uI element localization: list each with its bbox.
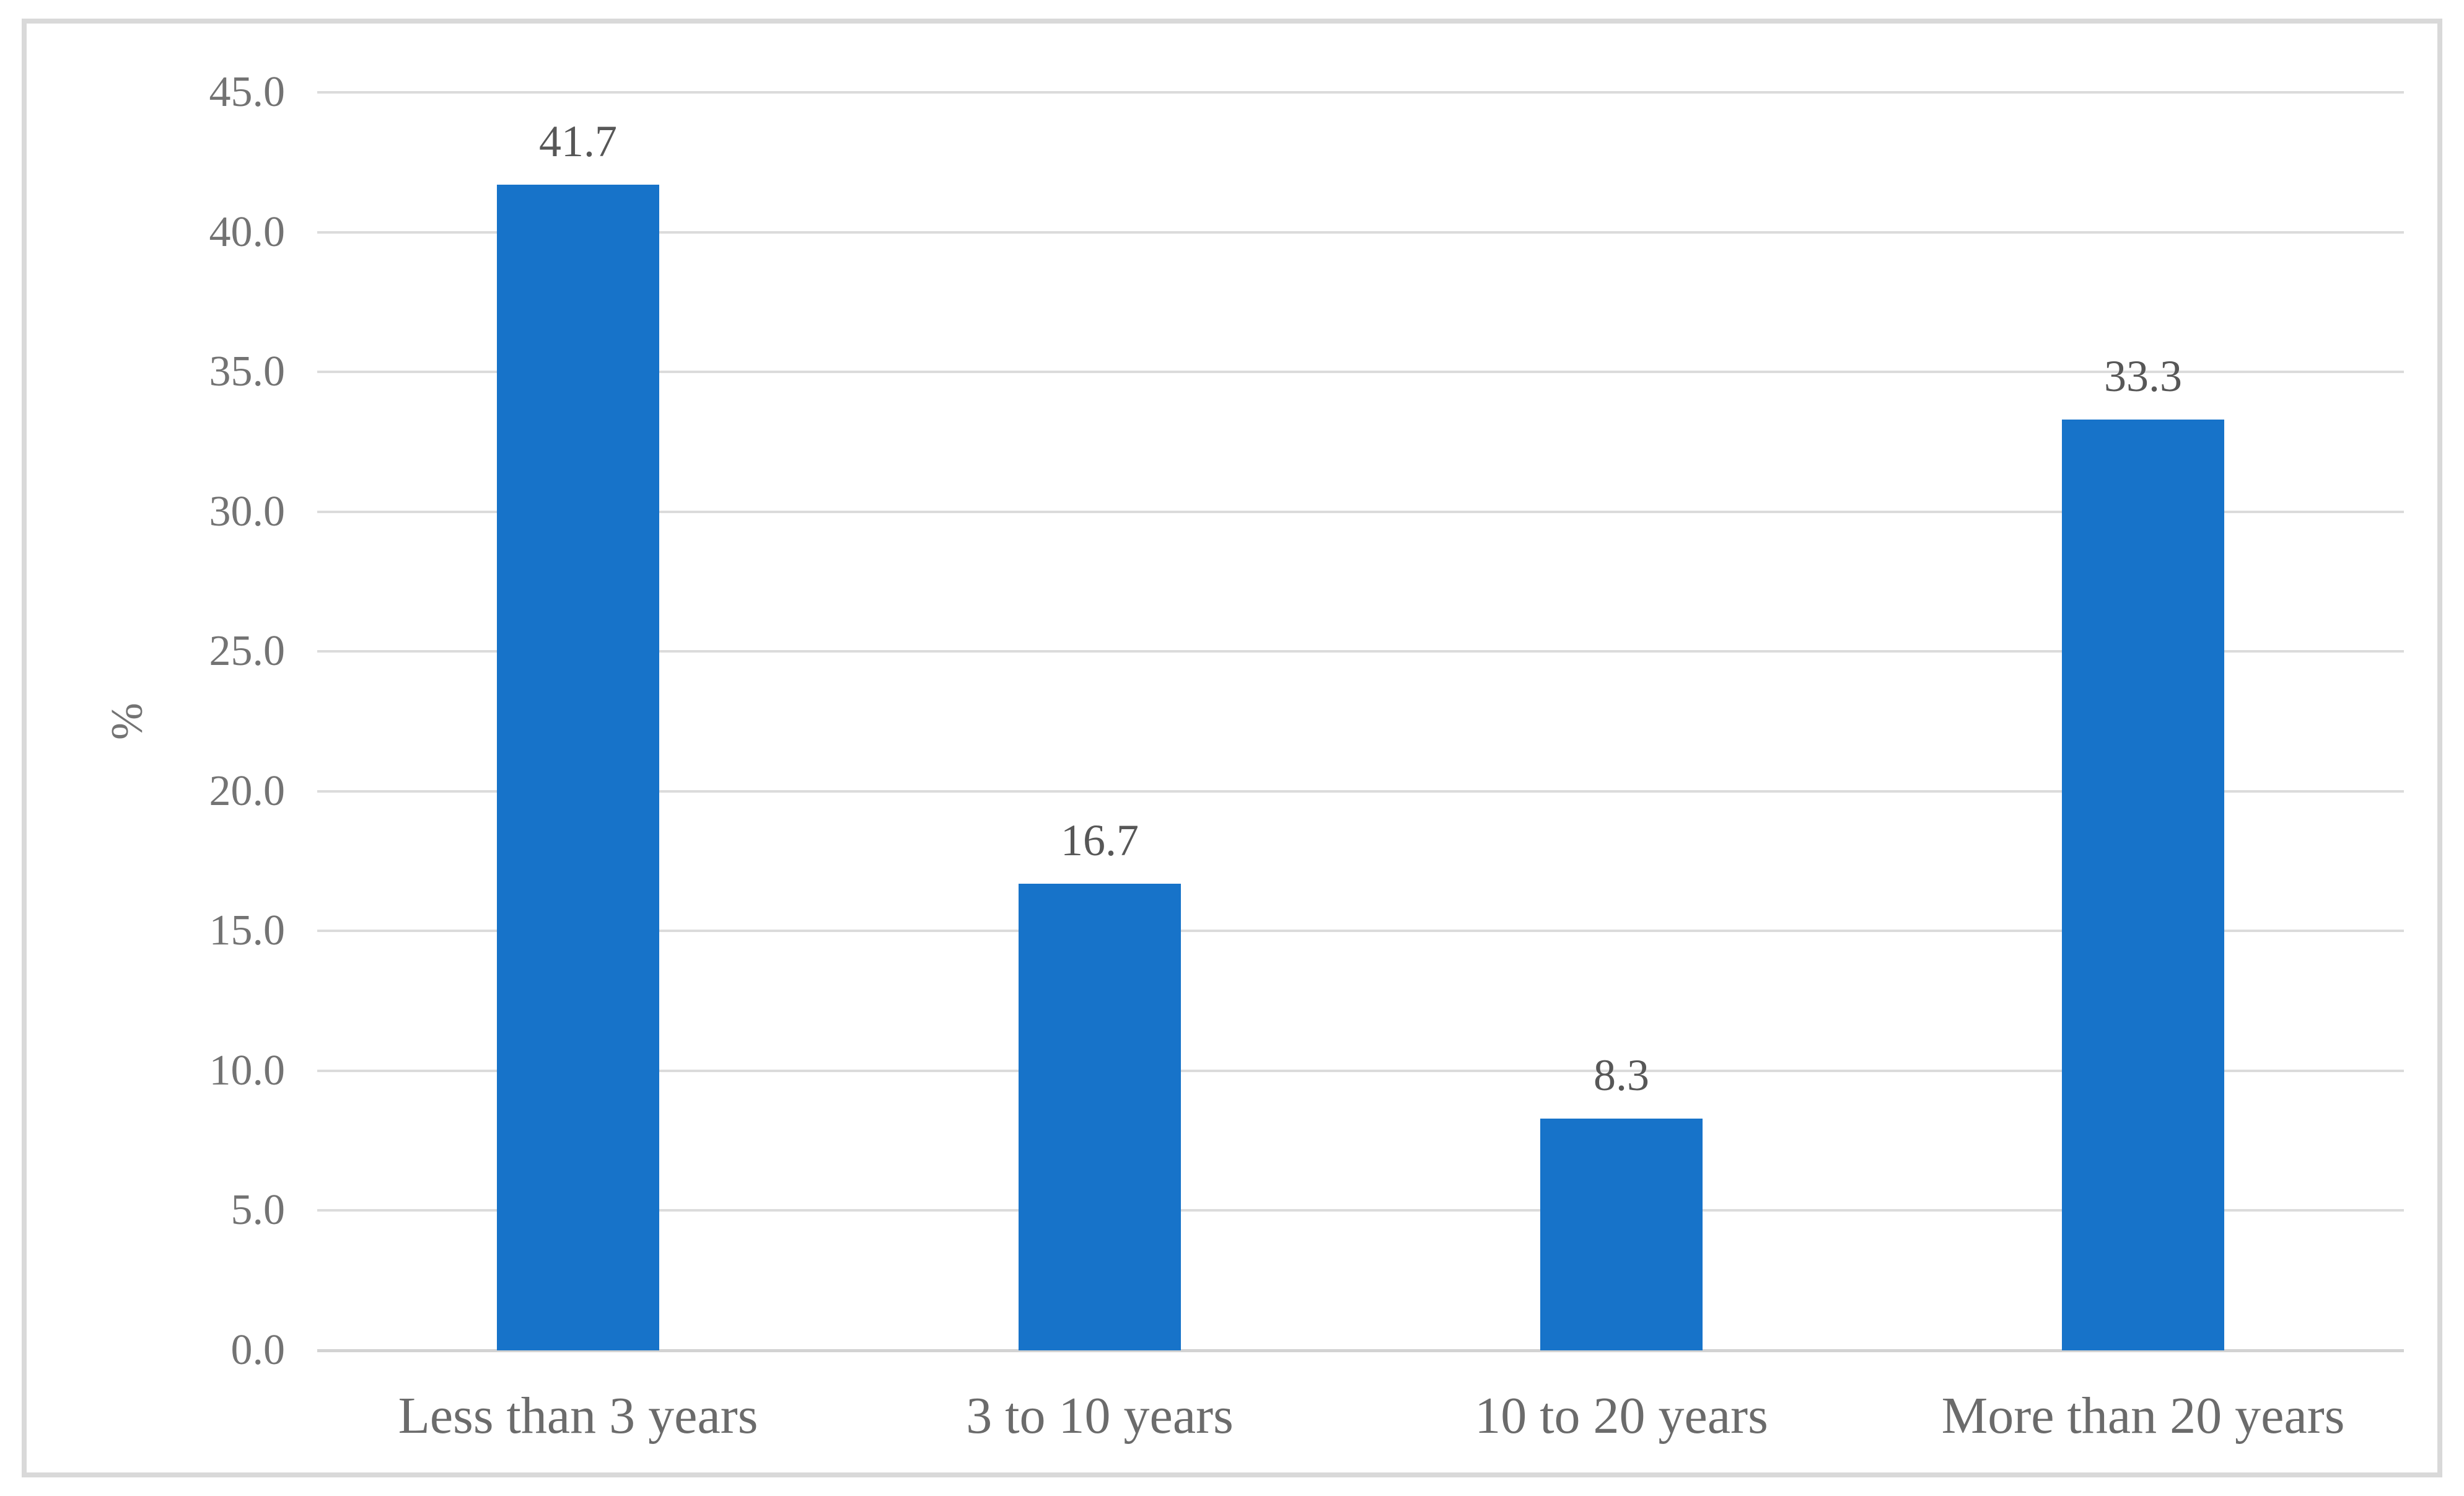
x-category-label: 10 to 20 years	[1475, 1387, 1768, 1445]
y-gridline	[317, 650, 2404, 653]
y-gridline	[317, 930, 2404, 933]
y-tick-label: 15.0	[209, 907, 286, 955]
y-gridline	[317, 790, 2404, 793]
y-axis-title: %	[102, 703, 152, 740]
bar	[1540, 1118, 1703, 1350]
y-gridline	[317, 231, 2404, 234]
y-gridline	[317, 371, 2404, 374]
x-category-label: 3 to 10 years	[966, 1387, 1234, 1445]
y-tick-label: 10.0	[209, 1046, 286, 1094]
bar-value-label: 8.3	[1594, 1050, 1649, 1100]
y-tick-label: 20.0	[209, 767, 286, 815]
y-tick-label: 0.0	[230, 1326, 286, 1374]
y-tick-label: 30.0	[209, 487, 286, 535]
y-tick-label: 40.0	[209, 208, 286, 256]
y-tick-label: 35.0	[209, 348, 286, 396]
bar	[497, 184, 659, 1350]
bar	[1019, 883, 1181, 1350]
x-axis-line	[317, 1349, 2404, 1352]
bar-value-label: 41.7	[539, 116, 617, 166]
y-gridline	[317, 1209, 2404, 1212]
chart-frame	[22, 19, 2442, 1477]
y-tick-label: 5.0	[230, 1186, 286, 1234]
x-category-label: More than 20 years	[1941, 1387, 2345, 1445]
y-gridline	[317, 1069, 2404, 1072]
bar-value-label: 16.7	[1061, 815, 1139, 865]
bar-value-label: 33.3	[2104, 351, 2182, 401]
y-tick-label: 25.0	[209, 627, 286, 675]
y-gridline	[317, 91, 2404, 94]
x-category-label: Less than 3 years	[398, 1387, 758, 1445]
y-tick-label: 45.0	[209, 68, 286, 116]
y-gridline	[317, 510, 2404, 513]
bar	[2062, 419, 2224, 1350]
